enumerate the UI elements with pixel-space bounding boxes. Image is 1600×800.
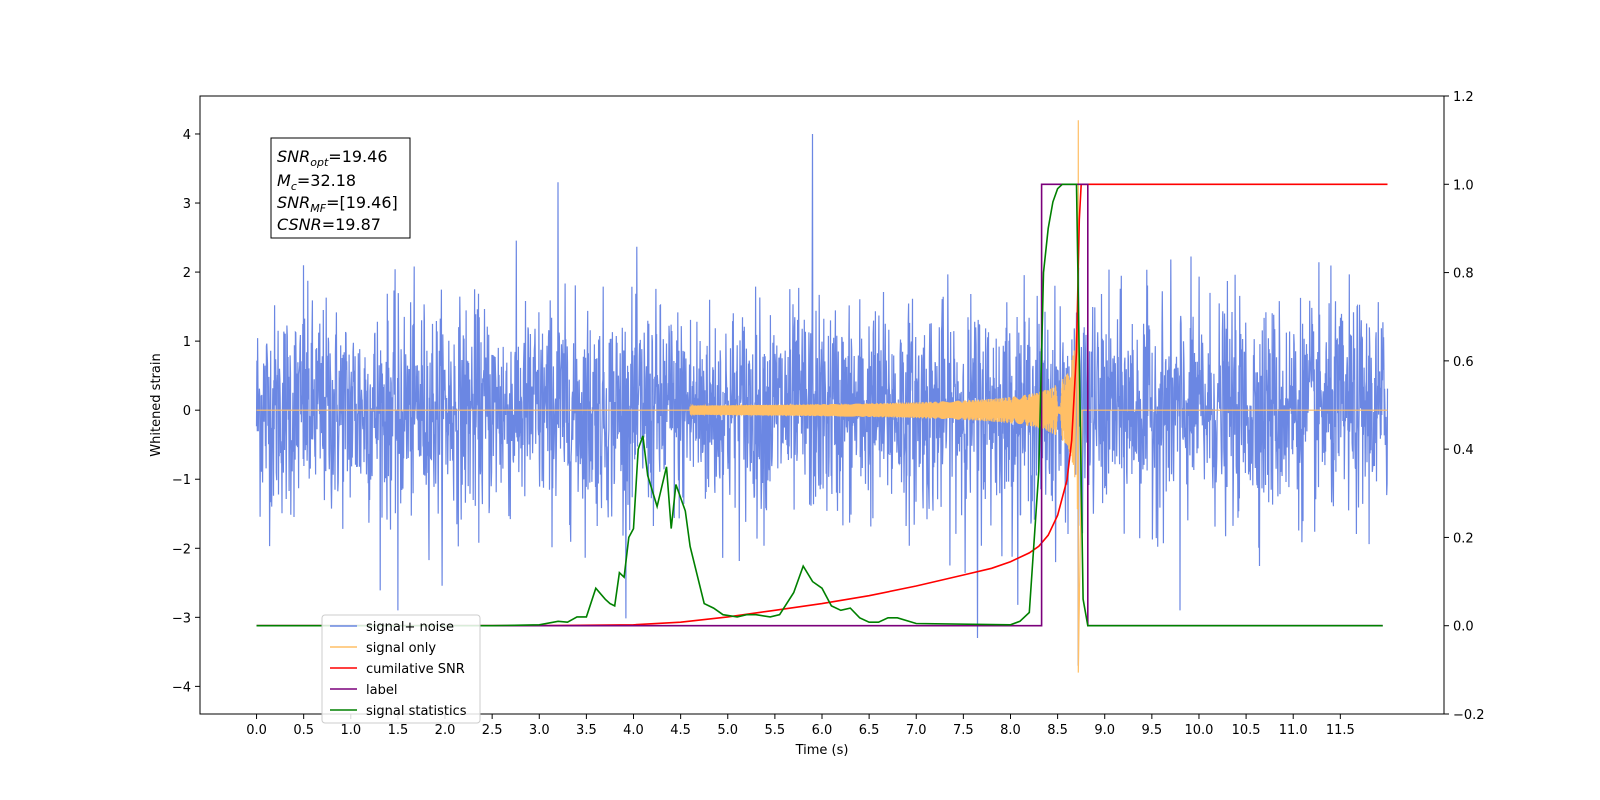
legend-label-signal-statistics: signal statistics bbox=[366, 704, 467, 719]
x-tick-label: 1.5 bbox=[388, 723, 409, 738]
x-tick-label: 0.5 bbox=[293, 723, 314, 738]
x-tick-label: 8.0 bbox=[1000, 723, 1021, 738]
legend-label-cumulative-snr: cumilative SNR bbox=[366, 662, 465, 677]
tick-layer: 0.0 0.5 1.0 1.5 2.0 2.5 3.0 3.5 4.0 4.5 5.0 5.5 6.0 6… bbox=[172, 90, 1485, 738]
series-signal-statistics-line bbox=[256, 183, 1383, 627]
x-tick-label: 2.5 bbox=[482, 723, 503, 738]
plot-frame bbox=[199, 95, 1445, 715]
x-tick-label: 6.5 bbox=[859, 723, 880, 738]
x-tick-label: 10.5 bbox=[1232, 723, 1261, 738]
annotation-box: SNRopt=19.46 Mc=32.18 SNRMF=[19.46] CSNR… bbox=[270, 137, 411, 239]
x-tick-label: 6.0 bbox=[812, 723, 833, 738]
y-right-tick-label: 1.0 bbox=[1453, 178, 1474, 193]
x-tick-label: 11.5 bbox=[1326, 723, 1355, 738]
y-left-tick-label: −1 bbox=[172, 473, 191, 488]
y-left-tick-label: 3 bbox=[183, 197, 191, 212]
x-tick-label: 3.0 bbox=[529, 723, 550, 738]
legend: signal+ noise signal only cumilative SNR… bbox=[321, 614, 481, 724]
x-tick-label: 5.5 bbox=[765, 723, 786, 738]
x-tick-label: 3.5 bbox=[576, 723, 597, 738]
y-left-tick-label: −2 bbox=[172, 542, 191, 557]
x-tick-label: 11.0 bbox=[1279, 723, 1308, 738]
y-right-tick-label: 0.2 bbox=[1453, 531, 1474, 546]
y-left-tick-label: 1 bbox=[183, 335, 191, 350]
x-tick-label: 4.0 bbox=[623, 723, 644, 738]
y-right-tick-label: 0.6 bbox=[1453, 355, 1474, 370]
y-axis-label: Whitened strain bbox=[149, 353, 164, 456]
x-tick-label: 0.0 bbox=[246, 723, 267, 738]
legend-label-signal-noise: signal+ noise bbox=[366, 620, 454, 635]
annotation-frame bbox=[270, 137, 411, 239]
x-tick-label: 5.0 bbox=[717, 723, 738, 738]
series-signal-noise-line bbox=[255, 133, 1389, 666]
series-cumulative-snr-line bbox=[256, 183, 1388, 627]
y-right-tick-label: 0.8 bbox=[1453, 267, 1474, 282]
x-tick-label: 8.5 bbox=[1047, 723, 1068, 738]
legend-frame bbox=[321, 614, 481, 724]
x-tick-label: 9.5 bbox=[1142, 723, 1163, 738]
series-layer bbox=[255, 120, 1389, 673]
series-signal-only-line bbox=[256, 120, 1388, 673]
x-tick-label: 4.5 bbox=[670, 723, 691, 738]
annotation-csnr: CSNR=19.87 bbox=[277, 215, 381, 234]
y-right-tick-label: 1.2 bbox=[1453, 90, 1474, 105]
annotation-snr-opt: SNRopt=19.46 bbox=[277, 147, 388, 169]
annotation-snr-mf: SNRMF=[19.46] bbox=[277, 193, 398, 215]
y-left-tick-label: 4 bbox=[183, 128, 191, 143]
y-right-tick-label: 0.4 bbox=[1453, 443, 1474, 458]
y-left-tick-label: 0 bbox=[183, 404, 191, 419]
x-tick-label: 7.0 bbox=[906, 723, 927, 738]
x-tick-label: 1.0 bbox=[340, 723, 361, 738]
y-right-tick-label: 0.0 bbox=[1453, 620, 1474, 635]
y-left-tick-label: −4 bbox=[172, 680, 191, 695]
x-tick-label: 9.0 bbox=[1094, 723, 1115, 738]
x-tick-label: 7.5 bbox=[953, 723, 974, 738]
x-tick-label: 10.0 bbox=[1184, 723, 1213, 738]
y-left-tick-label: −3 bbox=[172, 611, 191, 626]
annotation-mc: Mc=32.18 bbox=[277, 171, 356, 193]
legend-label-label: label bbox=[366, 683, 397, 698]
y-left-tick-label: 2 bbox=[183, 266, 191, 281]
x-axis-label: Time (s) bbox=[795, 743, 849, 758]
x-tick-label: 2.0 bbox=[435, 723, 456, 738]
legend-label-signal-only: signal only bbox=[366, 641, 436, 656]
y-right-tick-label: −0.2 bbox=[1453, 708, 1485, 723]
